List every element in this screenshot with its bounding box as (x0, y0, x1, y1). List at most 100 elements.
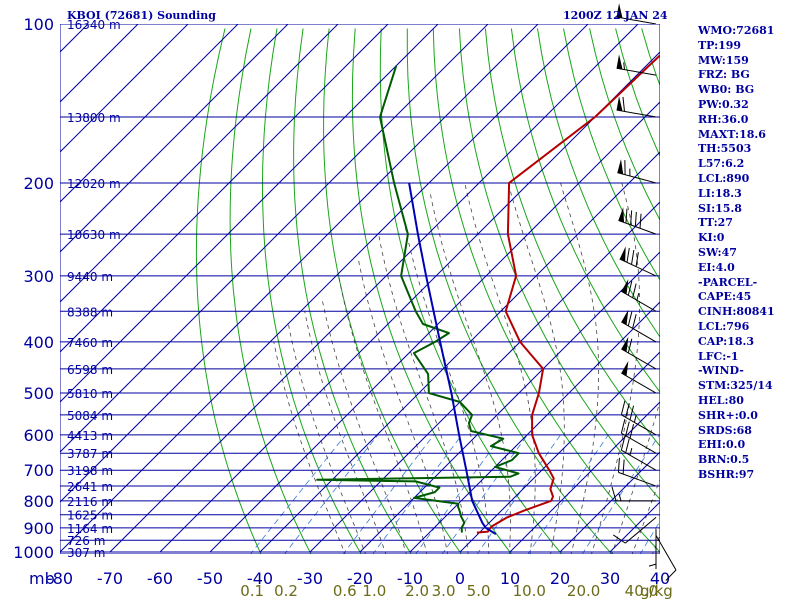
isotherm (60, 24, 489, 453)
height-label: 16340 m (67, 18, 121, 32)
dry-adiabat (510, 28, 660, 393)
background-lines (60, 24, 660, 554)
wind-barb (620, 400, 657, 436)
sounding-index: MW:159 (698, 53, 749, 67)
mixing-ratio-line (342, 434, 435, 554)
height-label: 9440 m (67, 270, 113, 284)
isotherm (60, 24, 539, 503)
sounding-index: RH:36.0 (698, 112, 749, 126)
mixing-ratio-unit: g/kg (640, 582, 673, 600)
sounding-index: HEL:80 (698, 393, 744, 407)
height-label: 726 m (67, 534, 105, 548)
isotherm (109, 24, 639, 553)
moist-adiabat (378, 234, 469, 554)
mixing-ratio-label: 2.0 (405, 582, 429, 600)
height-label: 307 m (67, 546, 105, 560)
sounding-index: EI:4.0 (698, 260, 735, 274)
sounding-index: TT:27 (698, 216, 733, 230)
chart-timestamp: 1200Z 12 JAN 24 (563, 9, 668, 22)
pressure-tick-label: 700 (23, 461, 54, 480)
wind-barb (621, 309, 657, 343)
wind-barb (655, 535, 677, 581)
mixing-ratio-line (527, 434, 609, 554)
temperature-tick-label: -70 (97, 569, 123, 588)
sounding-index: TH:5503 (698, 142, 752, 156)
sounding-index: SI:15.8 (698, 201, 742, 215)
moist-adiabat (591, 182, 640, 554)
sounding-index: LCL:796 (698, 319, 750, 333)
sounding-index: -WIND- (698, 364, 744, 378)
temperature-tick-label: 20 (550, 569, 570, 588)
height-label: 3787 m (67, 447, 113, 461)
dry-adiabat (229, 28, 312, 554)
height-label: 1625 m (67, 509, 113, 523)
pressure-tick-label: 200 (23, 174, 54, 193)
sounding-index: BRN:0.5 (698, 453, 750, 467)
wind-barb (648, 529, 657, 570)
sounding-index: PW:0.32 (698, 97, 749, 111)
moist-adiabat (507, 182, 565, 554)
sounding-index: L57:6.2 (698, 157, 745, 171)
moist-adiabat (321, 297, 407, 554)
mixing-ratio-label: 1.0 (362, 582, 386, 600)
sounding-index: EHI:0.0 (698, 438, 746, 452)
isotherm (60, 24, 589, 553)
pressure-tick-label: 100 (23, 15, 54, 34)
sounding-index: STM:325/14 (698, 379, 773, 393)
height-label: 3198 m (67, 464, 113, 478)
height-label: 7460 m (67, 336, 113, 350)
sounding-index: CAPE:45 (698, 290, 752, 304)
dry-adiabat (537, 28, 660, 338)
moist-adiabat (358, 260, 448, 554)
pressure-unit-label: mb (29, 569, 55, 588)
sounding-index: -PARCEL- (698, 275, 758, 289)
sounding-index: TP:199 (698, 38, 742, 52)
moist-adiabat (560, 182, 599, 554)
mixing-ratio-line (415, 434, 503, 554)
wind-barb (616, 54, 657, 76)
pressure-tick-label: 800 (23, 492, 54, 511)
pressure-tick-label: 1000 (13, 543, 54, 562)
wind-barbs (611, 3, 677, 581)
sounding-index: LCL:890 (698, 171, 750, 185)
chart-title: KBOI (72681) Sounding (67, 9, 216, 22)
dry-adiabat (293, 28, 412, 554)
dry-adiabat (484, 28, 660, 447)
isotherm (559, 451, 660, 553)
isotherm (409, 301, 660, 553)
wind-barb (616, 96, 657, 118)
wind-barb (620, 418, 657, 454)
temperature-tick-label: -80 (47, 569, 73, 588)
isotherm (60, 24, 439, 403)
temperature-tick-label: -40 (247, 569, 273, 588)
sounding-index: CAP:18.3 (698, 334, 755, 348)
pressure-tick-label: 900 (23, 519, 54, 538)
dry-adiabat (458, 28, 660, 501)
temperature-tick-label: -10 (397, 569, 423, 588)
series-parcel (408, 182, 497, 535)
wind-barb (617, 159, 657, 184)
wind-barb (617, 457, 657, 487)
height-label: 12020 m (67, 177, 121, 191)
isotherm (309, 201, 660, 553)
isotherm (209, 101, 660, 553)
mixing-ratio-label: 0.2 (274, 582, 298, 600)
mixing-ratio-line (249, 434, 346, 554)
series-temperature (476, 53, 660, 534)
dry-adiabat (379, 28, 563, 554)
isotherm (509, 401, 660, 553)
sounding-index: SW:47 (698, 245, 737, 259)
wind-barb (618, 207, 657, 235)
temperature-tick-label: 40 (650, 569, 670, 588)
moist-adiabat (611, 399, 660, 554)
isotherm (459, 351, 660, 553)
sounding-index: SRDS:68 (698, 423, 752, 437)
mixing-ratio-line (476, 434, 561, 554)
mixing-ratio-label: 0.1 (240, 582, 264, 600)
wind-barb (613, 517, 657, 544)
dry-adiabat (563, 28, 660, 281)
mixing-ratio-label: 3.0 (432, 582, 456, 600)
moist-adiabat (288, 323, 366, 554)
